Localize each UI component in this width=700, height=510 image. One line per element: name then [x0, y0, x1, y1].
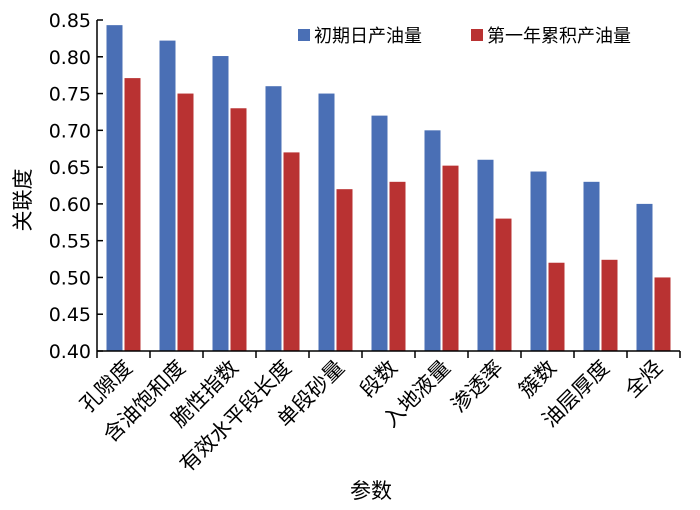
- bar-series-1: [424, 130, 441, 351]
- bar-series-1: [159, 40, 176, 352]
- bar-series-1: [530, 171, 547, 351]
- bar-series-2: [495, 218, 512, 351]
- y-tick-label: 0.50: [49, 267, 91, 289]
- y-tick-label: 0.65: [49, 157, 91, 179]
- bars-group: [106, 25, 671, 352]
- bar-series-2: [601, 259, 618, 351]
- y-tick-label: 0.85: [49, 10, 91, 32]
- bar-series-1: [265, 86, 282, 351]
- bar-series-2: [124, 78, 141, 351]
- bar-series-2: [283, 152, 300, 351]
- bar-series-2: [389, 181, 406, 351]
- y-tick-label: 0.60: [49, 194, 91, 216]
- legend-label-series-2: 第一年累积产油量: [487, 26, 631, 47]
- legend-swatch-series-2: [471, 29, 483, 41]
- bar-series-1: [583, 181, 600, 351]
- y-tick-label: 0.75: [49, 84, 91, 106]
- bar-series-1: [212, 56, 229, 351]
- bar-series-2: [336, 189, 353, 351]
- y-tick-label: 0.45: [49, 304, 91, 326]
- x-tick-label: 全烃: [620, 356, 667, 403]
- bar-series-1: [106, 25, 123, 351]
- y-ticks: 0.40 0.45 0.50 0.55 0.60 0.65 0.70 0.75 0.80 0.85: [49, 10, 103, 363]
- bar-series-2: [548, 262, 565, 351]
- y-tick-label: 0.40: [49, 341, 91, 363]
- bar-series-1: [636, 203, 653, 351]
- y-tick-label: 0.80: [49, 47, 91, 69]
- x-tick-label: 段数: [355, 356, 402, 403]
- bar-series-2: [442, 165, 459, 351]
- bar-series-1: [318, 93, 335, 352]
- x-tick-label: 簇数: [514, 356, 561, 403]
- axes-group: [96, 20, 680, 352]
- y-tick-label: 0.70: [49, 120, 91, 142]
- y-tick-label: 0.55: [49, 231, 91, 253]
- bar-series-2: [177, 93, 194, 352]
- x-axis-title: 参数: [350, 479, 392, 503]
- legend-swatch-series-1: [298, 29, 310, 41]
- legend-label-series-1: 初期日产油量: [314, 26, 422, 47]
- bar-series-2: [230, 108, 247, 352]
- bar-series-1: [371, 115, 388, 351]
- y-axis-title: 关联度: [11, 169, 35, 232]
- legend: 初期日产油量 第一年累积产油量: [298, 26, 631, 47]
- bar-series-1: [477, 159, 494, 351]
- bar-series-2: [654, 277, 671, 351]
- x-tick-label: 渗透率: [447, 356, 509, 418]
